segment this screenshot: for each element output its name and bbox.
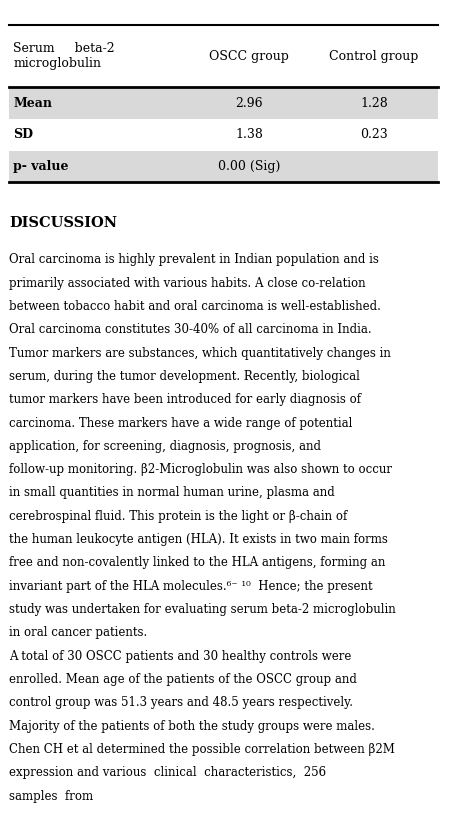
Text: 0.23: 0.23 <box>360 128 388 142</box>
Text: OSCC group: OSCC group <box>210 50 289 62</box>
Text: A total of 30 OSCC patients and 30 healthy controls were: A total of 30 OSCC patients and 30 healt… <box>9 650 351 663</box>
Text: 1.28: 1.28 <box>360 97 388 110</box>
Text: Serum     beta-2
microglobulin: Serum beta-2 microglobulin <box>13 42 115 70</box>
Text: p- value: p- value <box>13 160 69 173</box>
Text: SD: SD <box>13 128 34 142</box>
Text: Majority of the patients of both the study groups were males.: Majority of the patients of both the stu… <box>9 720 375 733</box>
Text: Oral carcinoma is highly prevalent in Indian population and is: Oral carcinoma is highly prevalent in In… <box>9 253 379 267</box>
Text: Oral carcinoma constitutes 30-40% of all carcinoma in India.: Oral carcinoma constitutes 30-40% of all… <box>9 323 372 337</box>
Text: application, for screening, diagnosis, prognosis, and: application, for screening, diagnosis, p… <box>9 440 321 453</box>
Text: enrolled. Mean age of the patients of the OSCC group and: enrolled. Mean age of the patients of th… <box>9 673 357 686</box>
Text: Control group: Control group <box>329 50 419 62</box>
Text: Mean: Mean <box>13 97 53 110</box>
Text: between tobacco habit and oral carcinoma is well-established.: between tobacco habit and oral carcinoma… <box>9 300 381 313</box>
Text: primarily associated with various habits. A close co-relation: primarily associated with various habits… <box>9 277 365 290</box>
Text: follow-up monitoring. β2-Microglobulin was also shown to occur: follow-up monitoring. β2-Microglobulin w… <box>9 463 392 476</box>
Text: study was undertaken for evaluating serum beta-2 microglobulin: study was undertaken for evaluating seru… <box>9 603 396 616</box>
Text: free and non-covalently linked to the HLA antigens, forming an: free and non-covalently linked to the HL… <box>9 556 385 570</box>
Text: tumor markers have been introduced for early diagnosis of: tumor markers have been introduced for e… <box>9 393 361 407</box>
Text: samples  from: samples from <box>9 790 93 803</box>
Bar <box>9 87 438 119</box>
Text: DISCUSSION: DISCUSSION <box>9 216 117 230</box>
Bar <box>9 25 438 87</box>
Text: expression and various  clinical  characteristics,  256: expression and various clinical characte… <box>9 766 326 780</box>
Text: 0.00 (Sig): 0.00 (Sig) <box>218 160 281 173</box>
Bar <box>9 119 438 151</box>
Text: in small quantities in normal human urine, plasma and: in small quantities in normal human urin… <box>9 486 335 500</box>
Text: carcinoma. These markers have a wide range of potential: carcinoma. These markers have a wide ran… <box>9 416 352 430</box>
Text: in oral cancer patients.: in oral cancer patients. <box>9 626 147 640</box>
Text: control group was 51.3 years and 48.5 years respectively.: control group was 51.3 years and 48.5 ye… <box>9 696 353 710</box>
Text: Tumor markers are substances, which quantitatively changes in: Tumor markers are substances, which quan… <box>9 347 391 360</box>
Text: serum, during the tumor development. Recently, biological: serum, during the tumor development. Rec… <box>9 370 360 383</box>
Bar <box>9 151 438 182</box>
Text: invariant part of the HLA molecules.⁶⁻ ¹⁰  Hence; the present: invariant part of the HLA molecules.⁶⁻ ¹… <box>9 580 373 593</box>
Text: cerebrospinal fluid. This protein is the light or β-chain of: cerebrospinal fluid. This protein is the… <box>9 510 347 523</box>
Text: 1.38: 1.38 <box>236 128 264 142</box>
Text: Chen CH et al determined the possible correlation between β2M: Chen CH et al determined the possible co… <box>9 743 395 756</box>
Text: the human leukocyte antigen (HLA). It exists in two main forms: the human leukocyte antigen (HLA). It ex… <box>9 533 388 546</box>
Text: 2.96: 2.96 <box>236 97 263 110</box>
